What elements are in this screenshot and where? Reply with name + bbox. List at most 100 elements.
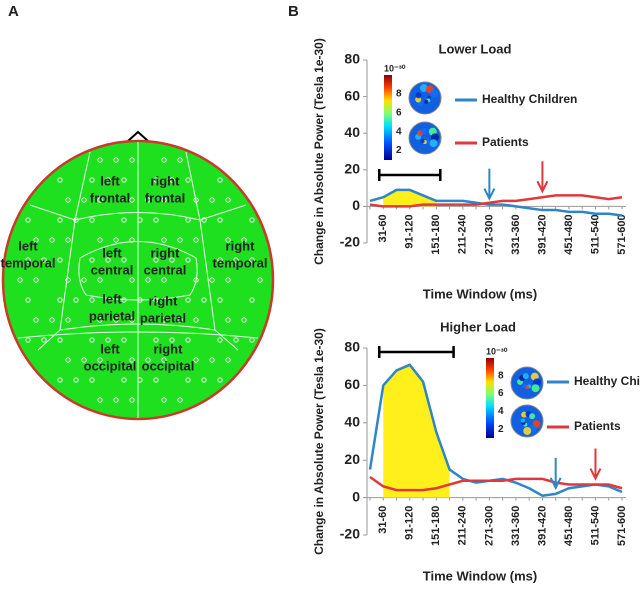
region-label: left xyxy=(100,341,120,356)
y-tick-label: -20 xyxy=(340,526,360,542)
x-tick-label: 391-420 xyxy=(536,214,548,254)
electrode xyxy=(25,257,31,263)
y-tick-label: 60 xyxy=(344,376,360,392)
region-label: parietal xyxy=(89,308,135,323)
electrode xyxy=(257,277,263,283)
region-label: left xyxy=(102,291,122,306)
electrode xyxy=(97,317,103,323)
region-borders xyxy=(17,142,259,418)
electrode xyxy=(249,257,255,263)
electrode xyxy=(57,257,63,263)
electrode xyxy=(153,377,159,383)
topo-blob xyxy=(529,413,536,420)
electrode xyxy=(97,397,103,403)
x-tick-label: 391-420 xyxy=(536,506,548,546)
y-axis-label: Change in Absolute Power (Tesla 1e-30) xyxy=(312,38,326,265)
x-tick-label: 151-180 xyxy=(430,506,442,546)
electrode xyxy=(137,217,143,223)
region-label: temporal xyxy=(1,255,56,270)
electrode xyxy=(113,157,119,163)
electrode xyxy=(57,377,63,383)
legend-label: Patients xyxy=(482,135,529,149)
x-tick-label: 271-300 xyxy=(483,214,495,254)
electrode xyxy=(97,277,103,283)
electrode xyxy=(33,317,39,323)
electrode xyxy=(129,197,135,203)
electrode xyxy=(153,257,159,263)
region-label: right xyxy=(151,173,181,188)
electrode xyxy=(153,337,159,343)
electrode xyxy=(89,377,95,383)
x-tick-label: 151-180 xyxy=(430,214,442,254)
x-tick-label: 511-540 xyxy=(589,214,601,254)
electrode xyxy=(81,277,87,283)
electrode xyxy=(113,317,119,323)
electrode xyxy=(41,257,47,263)
electrode xyxy=(161,197,167,203)
y-tick-label: 40 xyxy=(344,124,360,140)
x-tick-label: 271-300 xyxy=(483,506,495,546)
region-label: central xyxy=(144,262,187,277)
electrode xyxy=(153,297,159,303)
electrode xyxy=(169,177,175,183)
y-tick-label: -20 xyxy=(340,234,360,250)
electrode xyxy=(201,217,207,223)
electrode xyxy=(225,277,231,283)
region-label: right xyxy=(226,238,256,253)
electrode xyxy=(217,217,223,223)
electrode xyxy=(225,317,231,323)
arrow xyxy=(589,448,602,481)
legend-label: Patients xyxy=(574,419,621,433)
electrode xyxy=(81,357,87,363)
shaded-area xyxy=(383,189,437,207)
panel-label: A xyxy=(8,3,19,20)
electrode xyxy=(65,197,71,203)
colorbar-tick-label: 8 xyxy=(498,370,504,381)
topo-blob xyxy=(424,99,429,104)
colorbar-tick-label: 8 xyxy=(396,89,402,100)
electrode xyxy=(89,257,95,263)
colorbar-unit: 10⁻³⁰ xyxy=(486,346,508,356)
topo-blob xyxy=(531,384,540,393)
chart-title: Lower Load xyxy=(439,41,512,56)
electrode xyxy=(233,337,239,343)
electrode xyxy=(145,357,151,363)
y-axis-label: Change in Absolute Power (Tesla 1e-30) xyxy=(312,328,326,555)
electrode xyxy=(49,317,55,323)
electrode xyxy=(249,217,255,223)
electrode xyxy=(249,337,255,343)
electrode xyxy=(169,257,175,263)
y-tick-label: 20 xyxy=(344,161,360,177)
x-tick-label: 451-480 xyxy=(563,506,575,546)
electrode xyxy=(129,237,135,243)
arrow xyxy=(536,161,549,194)
topo-blob xyxy=(523,426,532,435)
electrode xyxy=(89,217,95,223)
electrode xyxy=(73,377,79,383)
electrode xyxy=(201,377,207,383)
region-label: right xyxy=(151,245,181,260)
electrode xyxy=(121,377,127,383)
electrode xyxy=(73,217,79,223)
x-tick-label: 31-60 xyxy=(377,506,389,534)
electrode xyxy=(241,237,247,243)
electrode xyxy=(217,257,223,263)
topo-blob xyxy=(522,373,529,380)
electrode xyxy=(41,337,47,343)
topo-blob xyxy=(420,128,427,135)
electrode xyxy=(25,337,31,343)
electrode xyxy=(193,277,199,283)
electrode xyxy=(121,217,127,223)
chart-title: Higher Load xyxy=(440,319,516,334)
electrode xyxy=(161,157,167,163)
electrode xyxy=(201,297,207,303)
electrode xyxy=(161,357,167,363)
x-tick-label: 331-360 xyxy=(510,214,522,254)
electrode xyxy=(177,157,183,163)
electrode xyxy=(185,257,191,263)
electrode xyxy=(57,177,63,183)
electrode xyxy=(25,217,31,223)
panel-label: B xyxy=(288,3,299,20)
y-tick-label: 60 xyxy=(344,87,360,103)
electrode xyxy=(89,337,95,343)
